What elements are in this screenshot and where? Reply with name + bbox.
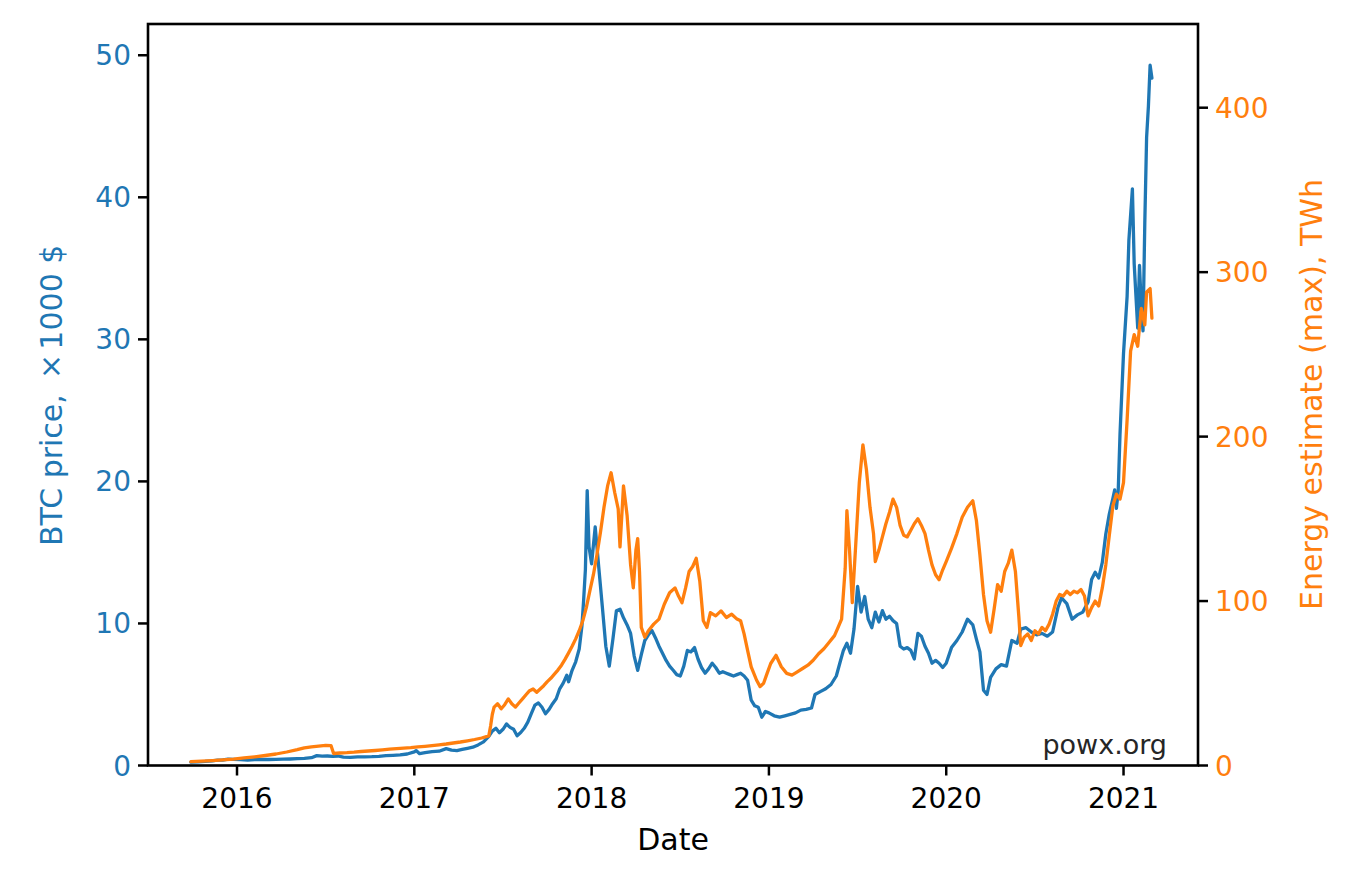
x-tick-label-2017: 2017	[379, 782, 450, 815]
y-right-tick-label-100: 100	[1215, 585, 1268, 618]
axes-spines	[148, 24, 1198, 766]
y-right-tick-label-400: 400	[1215, 92, 1268, 125]
right-y-axis-label: Energy estimate (max), TWh	[1294, 24, 1329, 766]
y-right-tick-label-200: 200	[1215, 421, 1268, 454]
y-left-tick-label-50: 50	[95, 39, 131, 72]
y-left-tick-label-40: 40	[95, 181, 131, 214]
energy-estimate-line	[191, 289, 1152, 762]
y-left-tick-label-0: 0	[113, 750, 131, 783]
y-left-tick-label-30: 30	[95, 323, 131, 356]
y-right-tick-label-0: 0	[1215, 750, 1233, 783]
watermark-powx-org: powx.org	[1042, 729, 1167, 760]
x-tick-label-2021: 2021	[1088, 782, 1159, 815]
left-y-axis-label: BTC price, ×1000 $	[34, 24, 69, 766]
x-tick-label-2020: 2020	[911, 782, 982, 815]
btc-price-line	[191, 65, 1152, 762]
x-tick-label-2018: 2018	[556, 782, 627, 815]
x-tick-label-2016: 2016	[201, 782, 272, 815]
y-left-tick-label-10: 10	[95, 607, 131, 640]
y-left-tick-label-20: 20	[95, 465, 131, 498]
x-tick-label-2019: 2019	[733, 782, 804, 815]
btc-energy-chart: 2016 2017 2018 2019 2020 2021 0 10 20 30 40 50 0 100 2…	[0, 0, 1353, 889]
y-right-tick-label-300: 300	[1215, 256, 1268, 289]
x-axis-label: Date	[148, 822, 1198, 857]
